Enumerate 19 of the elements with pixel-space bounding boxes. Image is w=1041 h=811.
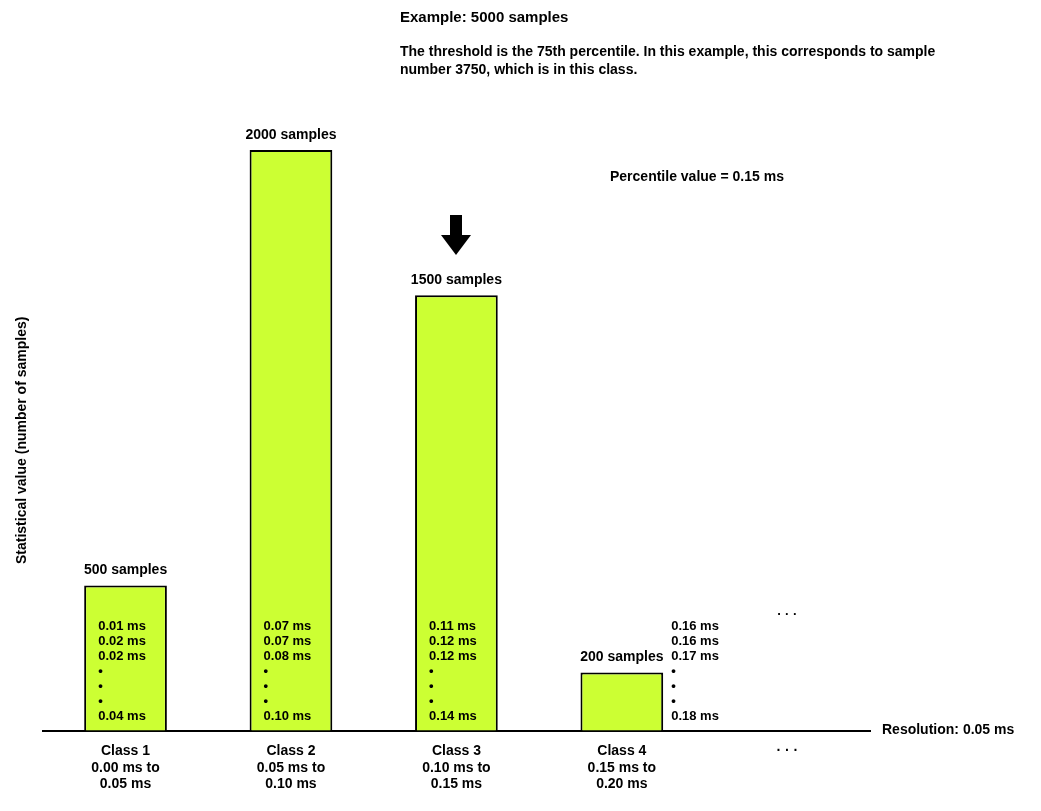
data-label: 1500 samples — [410, 271, 503, 288]
x-tick-label: · · · — [776, 741, 799, 758]
annotation: 0.07 ms 0.07 ms 0.08 ms • • • 0.10 ms — [263, 617, 312, 723]
x-tick-label: Class 3 0.10 ms to 0.15 ms — [422, 741, 491, 792]
y-axis-title: Statistical value (number of samples) — [13, 316, 30, 564]
annotation: 0.11 ms 0.12 ms 0.12 ms • • • 0.14 ms — [429, 617, 477, 723]
data-label: 200 samples — [580, 648, 664, 665]
x-tick-label: Class 2 0.05 ms to 0.10 ms — [256, 741, 326, 792]
x-tick-label: Class 4 0.15 ms to 0.20 ms — [587, 741, 657, 792]
annotation: · · · — [777, 605, 798, 621]
data-label: 2000 samples — [245, 125, 337, 142]
chart-title: Example: 5000 samples — [400, 7, 569, 25]
chart-subtitle: The threshold is the 75th percentile. In this example, this corresponds to sample number 3750, which is in this class. — [400, 42, 936, 77]
x-tick-label: Class 1 0.00 ms to 0.05 ms — [91, 741, 160, 792]
x-axis-title: Resolution: 0.05 ms — [882, 721, 1015, 738]
annotation: 0.01 ms 0.02 ms 0.02 ms • • • 0.04 ms — [98, 617, 146, 723]
annotation: Percentile value = 0.15 ms — [610, 167, 785, 184]
data-label: 500 samples — [83, 561, 168, 578]
annotation: 0.16 ms 0.16 ms 0.17 ms • • • 0.18 ms — [671, 617, 719, 723]
